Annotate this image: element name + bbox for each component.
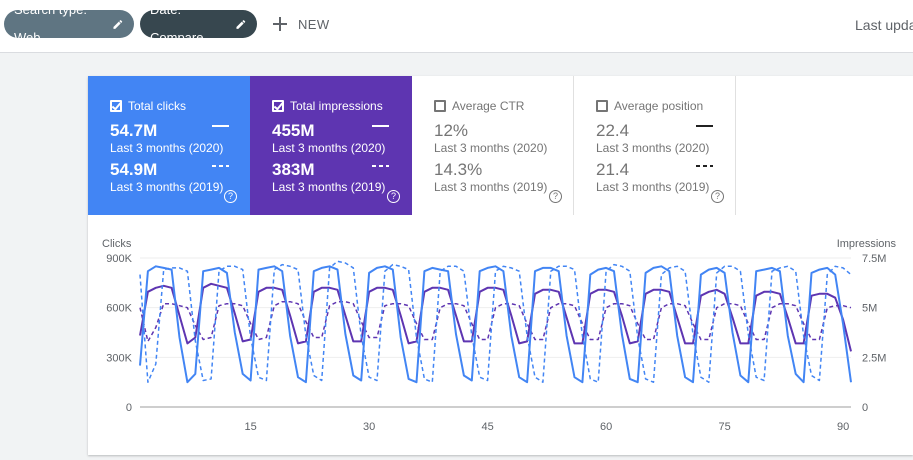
metric-value-current: 12%: [434, 121, 469, 140]
x-tick-label: 30: [363, 421, 375, 433]
solid-line-legend-icon: [212, 125, 229, 127]
metric-value-current: 54.7M: [110, 121, 158, 140]
checkbox-icon[interactable]: [596, 100, 608, 112]
checkbox-icon[interactable]: [110, 100, 122, 112]
performance-chart-svg: Clicks Impressions 0 300K 600K 900K 0 2.5M 5M…: [102, 238, 897, 433]
x-tick-label: 15: [244, 421, 256, 433]
performance-card: Total clicks 54.7M Last 3 months (2020) …: [88, 76, 913, 455]
left-axis-label: Clicks: [102, 238, 132, 250]
edit-pencil-icon: [236, 19, 246, 29]
left-tick-label: 600K: [106, 303, 132, 315]
metric-value-previous: 54.9M: [110, 160, 158, 179]
solid-line-legend-icon: [372, 125, 389, 127]
date-label: Date: Compare: [150, 2, 204, 45]
x-tick-label: 75: [718, 421, 730, 433]
metric-period-previous: Last 3 months (2019): [596, 180, 710, 194]
date-chip[interactable]: Date: Compare: [140, 2, 257, 45]
metric-value-previous: 21.4: [596, 160, 630, 179]
dashed-line-legend-icon: [212, 165, 229, 167]
checkbox-icon[interactable]: [272, 100, 284, 112]
metric-label: Total impressions: [290, 99, 383, 113]
metric-label: Average position: [614, 99, 704, 113]
metric-card-total-impressions[interactable]: Total impressions 455M Last 3 months (20…: [250, 76, 412, 215]
left-tick-label: 0: [126, 402, 132, 414]
series-line-impressions-2020: [139, 282, 852, 352]
new-filter-button[interactable]: NEW: [272, 10, 330, 38]
edit-pencil-icon: [113, 19, 123, 29]
metric-value-previous: 383M: [272, 160, 315, 179]
help-icon[interactable]: ?: [549, 190, 562, 203]
metric-period-current: Last 3 months (2020): [434, 141, 548, 155]
metric-period-current: Last 3 months (2020): [110, 141, 224, 155]
metric-label: Average CTR: [452, 99, 525, 113]
right-tick-label: 2.5M: [862, 352, 886, 364]
right-tick-label: 7.5M: [862, 253, 886, 265]
right-tick-label: 5M: [862, 303, 877, 315]
metric-period-current: Last 3 months (2020): [272, 141, 386, 155]
metric-value-current: 22.4: [596, 121, 630, 140]
performance-chart: Clicks Impressions 0 300K 600K 900K 0 2.5M 5M…: [88, 232, 913, 455]
dashed-line-legend-icon: [372, 165, 389, 167]
x-tick-label: 60: [600, 421, 612, 433]
series-line-clicks-2019: [139, 260, 852, 383]
new-filter-label: NEW: [298, 16, 330, 32]
plus-icon: [272, 16, 288, 32]
metric-card-total-clicks[interactable]: Total clicks 54.7M Last 3 months (2020) …: [88, 76, 250, 215]
checkbox-icon[interactable]: [434, 100, 446, 112]
right-axis-label: Impressions: [837, 238, 897, 250]
dashed-line-legend-icon: [696, 165, 713, 167]
left-tick-label: 300K: [106, 352, 132, 364]
metric-value-current: 455M: [272, 121, 315, 140]
metric-value-previous: 14.3%: [434, 160, 483, 179]
metric-period-previous: Last 3 months (2019): [434, 180, 548, 194]
solid-line-legend-icon: [696, 125, 713, 127]
series-line-clicks-2020: [139, 265, 852, 384]
series-line-impressions-2019: [139, 300, 852, 343]
search-type-label: Search type: Web: [14, 2, 87, 45]
help-icon[interactable]: ?: [224, 190, 237, 203]
metric-label: Total clicks: [128, 99, 187, 113]
metric-card-average-ctr[interactable]: Average CTR 12% Last 3 months (2020) 14.…: [412, 76, 574, 215]
x-tick-label: 90: [837, 421, 849, 433]
metric-card-average-position[interactable]: Average position 22.4 Last 3 months (202…: [574, 76, 736, 215]
search-type-chip[interactable]: Search type: Web: [4, 2, 134, 45]
metric-period-current: Last 3 months (2020): [596, 141, 710, 155]
help-icon[interactable]: ?: [387, 190, 400, 203]
x-tick-label: 45: [481, 421, 493, 433]
right-tick-label: 0: [862, 402, 868, 414]
metric-period-previous: Last 3 months (2019): [272, 180, 386, 194]
filter-bar: Search type: Web Date: Compare NEW Last …: [0, 0, 913, 53]
left-tick-label: 900K: [106, 253, 132, 265]
last-updated-text: Last upda: [855, 17, 913, 33]
metric-period-previous: Last 3 months (2019): [110, 180, 224, 194]
help-icon[interactable]: ?: [711, 190, 724, 203]
